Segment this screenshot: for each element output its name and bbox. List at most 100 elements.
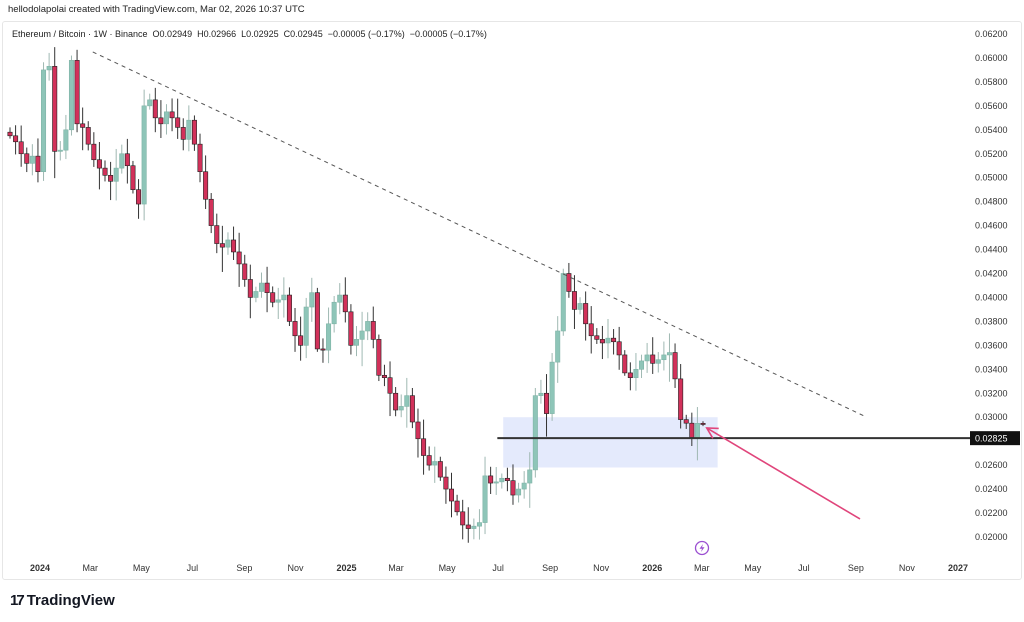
candle [113,148,119,201]
candle [74,49,80,133]
candle-body [599,339,605,344]
y-tick-label: 0.03200 [975,388,1008,398]
candle [594,328,600,344]
y-tick-label: 0.05200 [975,149,1008,159]
candle [46,52,52,81]
candle [214,213,220,254]
candle [488,466,494,494]
y-tick-label: 0.03800 [975,316,1008,326]
x-tick-label: 2026 [642,563,662,573]
candle-body [471,525,477,529]
candle [655,352,661,373]
candle-body [605,337,611,344]
candle [141,89,147,221]
candle-body [298,335,304,346]
candle-body [594,335,600,340]
candle-body [616,341,622,356]
candle-body [510,480,516,496]
candle-body [74,60,80,125]
candle [242,254,248,287]
candle [365,312,371,341]
candle-body [264,282,270,293]
candle-body [13,135,19,143]
candle-body [348,311,354,346]
candle-body [370,321,376,340]
candle-body [7,131,13,137]
candle [163,104,169,135]
candle [96,142,102,190]
candle [432,446,438,483]
descending-trendline [92,51,867,418]
candle [63,114,69,160]
candle-body [650,354,656,364]
candle [449,472,455,518]
candle [29,144,35,176]
candle [571,275,577,329]
candle [409,387,415,429]
candle [102,160,108,182]
candle [303,297,309,359]
y-tick-label: 0.02400 [975,484,1008,494]
candle [415,408,421,458]
candle-body [555,330,561,363]
candle [421,419,427,475]
y-tick-label: 0.04600 [975,221,1008,231]
lightning-icon[interactable] [694,540,710,556]
candle-body [247,279,253,298]
candle [650,337,656,374]
candle-body [409,395,415,423]
candle-body [191,119,197,145]
candle-body [549,361,555,414]
candle-body [320,348,326,351]
candle-body [130,165,136,190]
candle-body [639,360,645,370]
candle [197,133,203,183]
x-tick-label: Mar [694,563,710,573]
x-tick-label: May [133,563,151,573]
x-tick-label: May [744,563,762,573]
candle [532,387,538,478]
y-tick-label: 0.03600 [975,340,1008,350]
candle-body [186,119,192,140]
candle [504,467,510,492]
tradingview-logo-mark: 17 [10,592,25,609]
candle [57,141,63,161]
candle-body [521,482,527,490]
candle-body [683,419,689,424]
candle-body [80,123,86,128]
candle-body [147,99,153,107]
candle-body [365,321,371,332]
candle [236,232,242,287]
candle-body [622,354,628,374]
candle [700,421,706,427]
candle [225,232,231,255]
candle-body [141,105,147,205]
x-tick-label: Sep [848,563,864,573]
candle [521,471,527,499]
candle [471,518,477,540]
candle [426,446,432,471]
candle [309,277,315,322]
candle-body [583,303,589,325]
y-tick-label: 0.03400 [975,364,1008,374]
candle [175,98,181,139]
candle [622,350,628,376]
candle [661,341,667,371]
tradingview-logo[interactable]: 17 TradingView [10,592,115,609]
candle-body [231,239,237,253]
candle-body [158,117,164,125]
candle-body [197,143,203,173]
candle-body [499,477,505,483]
candle-body [68,60,74,131]
candle [381,364,387,387]
candle [85,121,91,151]
candle-body [258,282,264,292]
candle-body [63,129,69,151]
y-tick-label: 0.04400 [975,245,1008,255]
candle-body [136,189,142,205]
candle-body [577,303,583,310]
y-tick-label: 0.06200 [975,29,1008,39]
candle [298,316,304,361]
candle-body [236,251,242,265]
